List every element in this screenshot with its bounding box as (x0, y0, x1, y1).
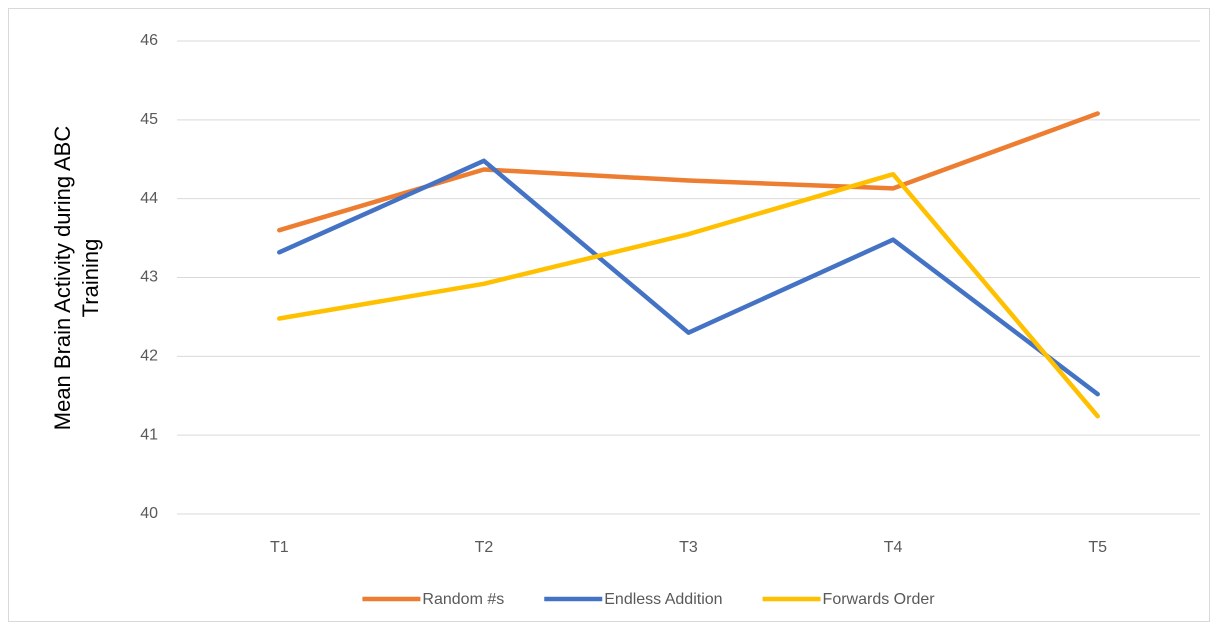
y-tick-label: 43 (140, 269, 158, 286)
legend-label: Forwards Order (823, 591, 936, 608)
series-line (277, 158, 1100, 397)
series-line (277, 171, 1100, 419)
x-tick-label: T5 (1088, 539, 1107, 556)
x-tick-label: T2 (475, 539, 494, 556)
chart-border (8, 8, 1210, 622)
y-tick-label: 40 (140, 505, 158, 522)
y-tick-label: 44 (140, 190, 158, 207)
y-axis-title-line: Training (78, 239, 103, 318)
y-axis-title: Mean Brain Activity during ABC Training (50, 126, 103, 431)
y-axis-title-line: Mean Brain Activity during ABC (50, 126, 75, 431)
x-tick-label: T1 (270, 539, 289, 556)
legend: Random #s Endless Addition Forwards Order (362, 591, 935, 608)
y-tick-label: 45 (140, 111, 158, 128)
y-tick-label: 42 (140, 348, 158, 365)
legend-label: Random #s (422, 591, 504, 608)
y-tick-label: 46 (140, 32, 158, 49)
x-tick-label: T3 (679, 539, 698, 556)
legend-label: Endless Addition (604, 591, 722, 608)
y-tick-label: 41 (140, 426, 158, 443)
x-tick-label: T4 (884, 539, 903, 556)
